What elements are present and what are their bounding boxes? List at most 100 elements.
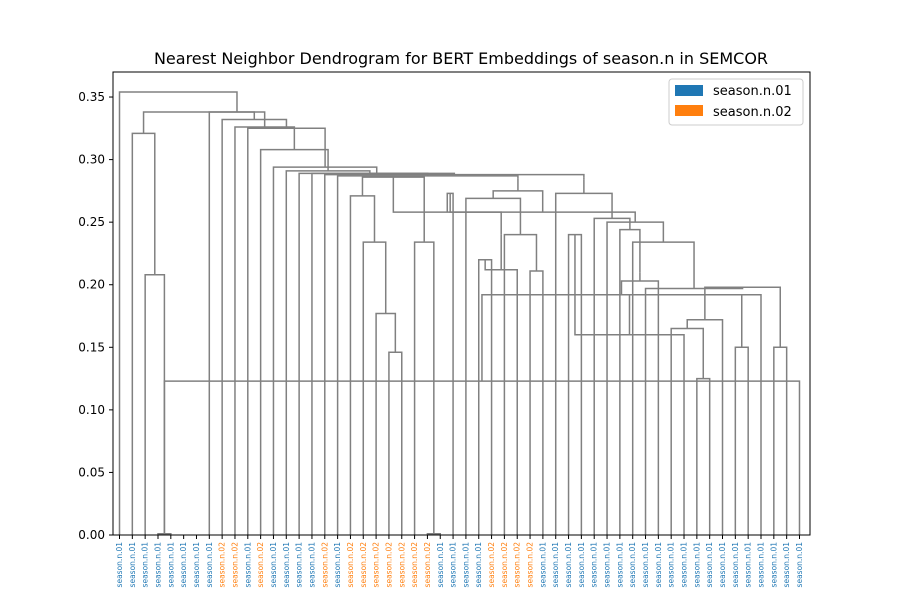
leaf-label: season.n.02 <box>423 542 432 588</box>
leaf-label: season.n.01 <box>192 542 201 588</box>
leaf-label: season.n.01 <box>795 542 804 588</box>
leaf-label: season.n.01 <box>577 542 586 588</box>
dendrogram-link <box>446 192 454 535</box>
leaf-label: season.n.01 <box>564 542 573 588</box>
leaf-label: season.n.01 <box>128 542 137 588</box>
leaf-label: season.n.01 <box>333 542 342 588</box>
dendrogram-link <box>484 259 518 535</box>
leaf-label: season.n.01 <box>692 542 701 588</box>
dendrogram-link <box>142 111 256 134</box>
leaf-label: season.n.01 <box>731 542 740 588</box>
leaf-label: season.n.01 <box>166 542 175 588</box>
dendrogram-link <box>324 173 585 535</box>
legend: season.n.01 season.n.02 <box>668 78 804 126</box>
y-tick-label: 0.00 <box>78 528 105 542</box>
dendrogram-link <box>644 287 744 535</box>
leaf-label: season.n.02 <box>256 542 265 588</box>
dendrogram-link <box>574 234 685 535</box>
legend-swatch-season-n-01 <box>675 85 703 96</box>
leaf-label: season.n.02 <box>513 542 522 588</box>
dendrogram-link <box>163 380 801 535</box>
leaf-label: season.n.02 <box>230 542 239 588</box>
dendrogram-link <box>481 293 762 535</box>
leaf-label: season.n.02 <box>397 542 406 588</box>
x-tick-labels: season.n.01 season.n.01 season.n.01 season.… <box>115 535 804 587</box>
y-tick-label: 0.25 <box>78 215 105 229</box>
dendrogram-link <box>247 127 326 535</box>
leaf-label: season.n.01 <box>744 542 753 588</box>
dendrogram-link <box>686 319 724 535</box>
leaf-label: season.n.01 <box>615 542 624 588</box>
plot-frame <box>112 71 811 536</box>
leaf-label: season.n.01 <box>538 542 547 588</box>
dendrogram-link <box>503 233 538 535</box>
y-tick-label: 0.30 <box>78 153 105 167</box>
leaf-label: season.n.02 <box>500 542 509 588</box>
y-axis: 0.00 0.05 0.10 0.15 0.20 0.25 0.30 0.35 <box>78 90 113 542</box>
y-tick-label: 0.20 <box>78 278 105 292</box>
leaf-label: season.n.01 <box>718 542 727 588</box>
leaf-label: season.n.01 <box>782 542 791 588</box>
leaf-label: season.n.01 <box>667 542 676 588</box>
dendrogram-link <box>259 148 329 535</box>
leaf-label: season.n.01 <box>179 542 188 588</box>
leaf-label: season.n.01 <box>474 542 483 588</box>
dendrogram-link <box>413 241 435 535</box>
leaf-label: season.n.01 <box>590 542 599 588</box>
leaf-label: season.n.01 <box>115 542 124 588</box>
dendrogram-link <box>426 532 441 535</box>
dendrogram-link <box>285 170 371 535</box>
leaf-label: season.n.02 <box>218 542 227 588</box>
dendrogram-link <box>620 280 660 535</box>
leaf-label: season.n.01 <box>141 542 150 588</box>
dendrogram-link <box>118 91 238 535</box>
leaf-label: season.n.01 <box>205 542 214 588</box>
leaf-label: season.n.01 <box>282 542 291 588</box>
leaf-label: season.n.01 <box>307 542 316 588</box>
leaf-label: season.n.02 <box>320 542 329 588</box>
y-tick-label: 0.35 <box>78 90 105 104</box>
chart-title: Nearest Neighbor Dendrogram for BERT Emb… <box>154 49 768 68</box>
dendrogram-link <box>157 532 172 535</box>
leaf-label: season.n.01 <box>641 542 650 588</box>
dendrogram-link <box>631 241 695 535</box>
leaf-label: season.n.01 <box>769 542 778 588</box>
legend-label-season-n-02: season.n.02 <box>713 105 792 120</box>
leaf-label: season.n.01 <box>757 542 766 588</box>
dendrogram-links <box>118 91 801 535</box>
y-tick-label: 0.15 <box>78 340 105 354</box>
leaf-label: season.n.02 <box>487 542 496 588</box>
y-tick-label: 0.10 <box>78 403 105 417</box>
leaf-label: season.n.01 <box>295 542 304 588</box>
leaf-label: season.n.01 <box>153 542 162 588</box>
leaf-label: season.n.01 <box>654 542 663 588</box>
dendrogram-link <box>349 195 376 535</box>
leaf-label: season.n.01 <box>628 542 637 588</box>
leaf-label: season.n.01 <box>603 542 612 588</box>
dendrogram-link <box>388 351 403 535</box>
leaf-label: season.n.01 <box>461 542 470 588</box>
dendrogram-link <box>362 241 387 535</box>
dendrogram-link <box>272 166 378 535</box>
leaf-label: season.n.01 <box>243 542 252 588</box>
leaf-label: season.n.01 <box>680 542 689 588</box>
leaf-label: season.n.01 <box>449 542 458 588</box>
dendrogram-link <box>704 286 781 348</box>
leaf-label: season.n.01 <box>705 542 714 588</box>
leaf-label: season.n.02 <box>359 542 368 588</box>
leaf-label: season.n.02 <box>410 542 419 588</box>
dendrogram-link <box>529 270 544 535</box>
leaf-label: season.n.02 <box>372 542 381 588</box>
legend-swatch-season-n-02 <box>675 105 703 116</box>
leaf-label: season.n.01 <box>436 542 445 588</box>
leaf-label: season.n.02 <box>346 542 355 588</box>
leaf-label: season.n.02 <box>384 542 393 588</box>
leaf-label: season.n.01 <box>269 542 278 588</box>
leaf-label: season.n.01 <box>551 542 560 588</box>
y-tick-label: 0.05 <box>78 465 105 479</box>
leaf-label: season.n.02 <box>526 542 535 588</box>
legend-label-season-n-01: season.n.01 <box>713 84 792 99</box>
dendrogram-link <box>375 312 397 535</box>
